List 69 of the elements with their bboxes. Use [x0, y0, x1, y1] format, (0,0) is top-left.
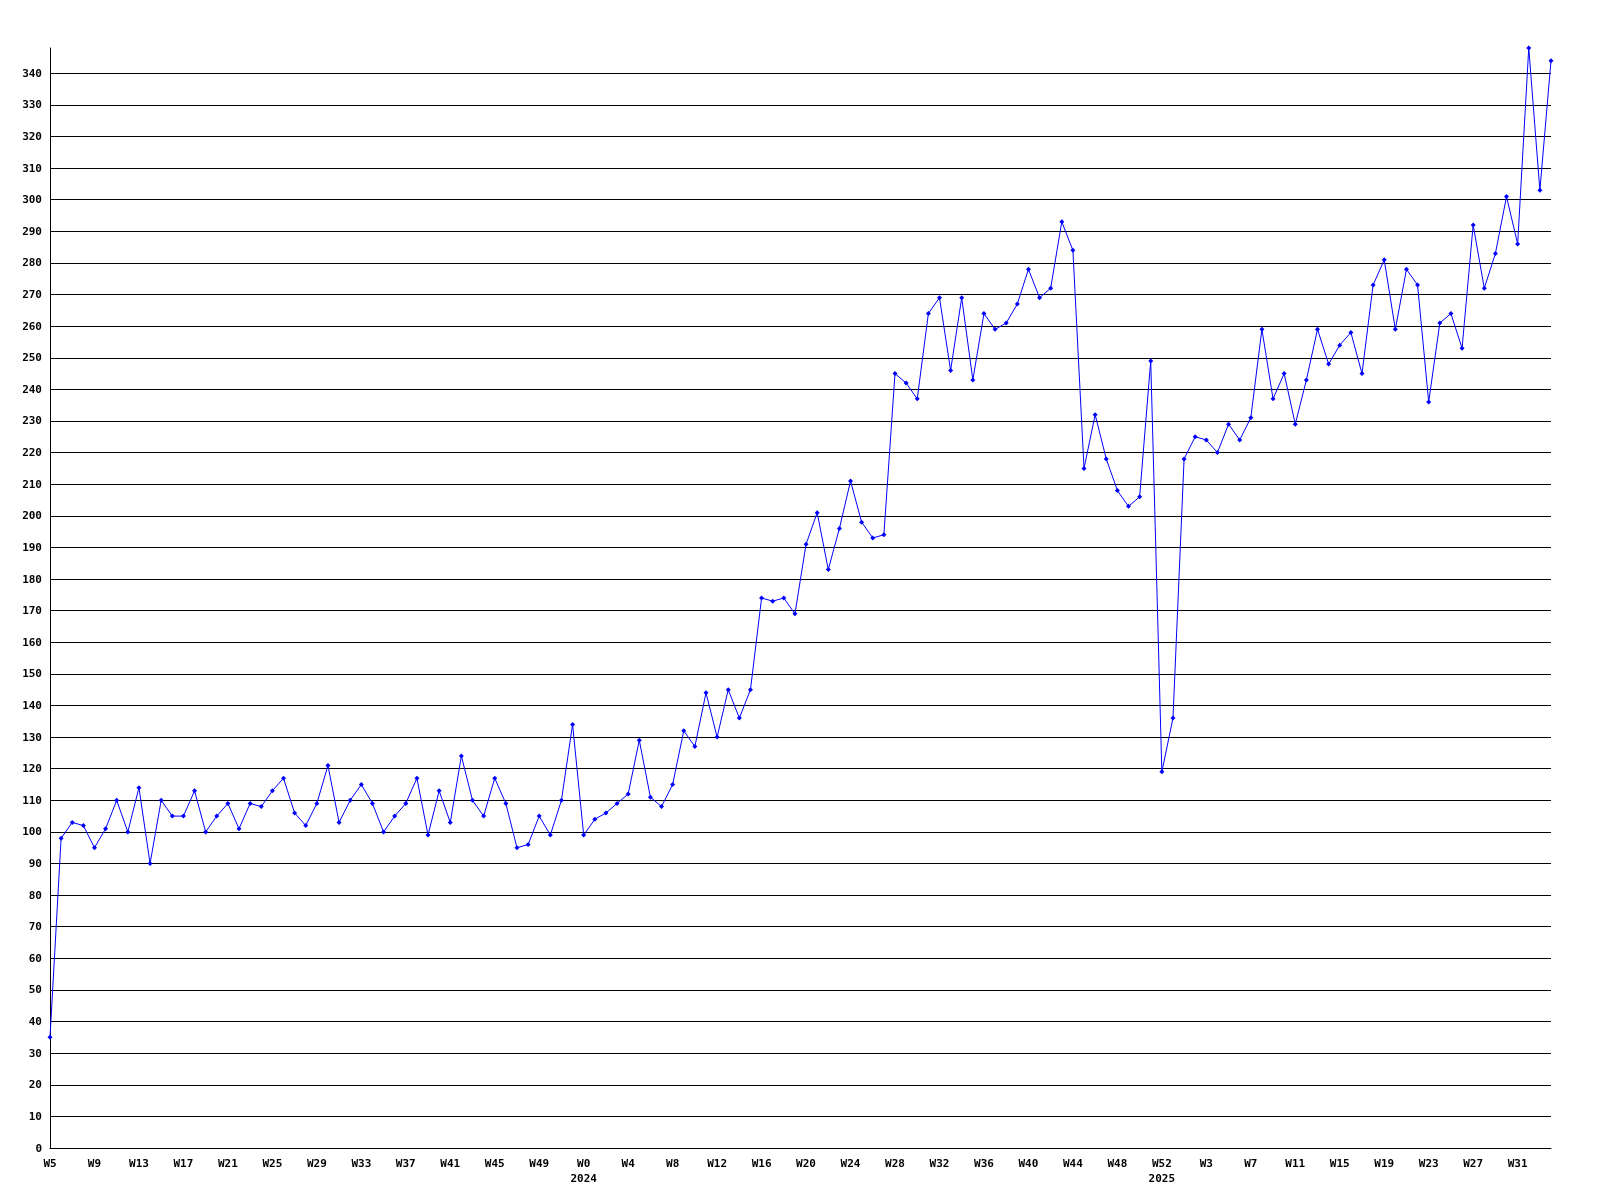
x-tick-label: W4	[621, 1157, 636, 1170]
y-tick-label: 260	[22, 319, 42, 333]
x-tick-label: W27	[1463, 1157, 1484, 1170]
x-tick-label: W3	[1199, 1157, 1213, 1170]
y-tick-label: 30	[28, 1046, 42, 1060]
y-tick-label: 40	[28, 1015, 42, 1029]
y-tick-label: 280	[22, 256, 42, 270]
x-tick-label: W11	[1285, 1157, 1306, 1170]
x-tick-label: W52 2025	[1148, 1157, 1176, 1185]
y-tick-label: 70	[28, 920, 42, 934]
x-tick-label: W29	[306, 1157, 327, 1170]
x-tick-label: W16	[751, 1157, 772, 1170]
y-tick-label: 50	[28, 983, 42, 997]
x-tick-label: W21	[217, 1157, 239, 1170]
y-tick-label: 90	[28, 857, 42, 871]
y-tick-label: 320	[22, 130, 42, 144]
x-tick-label: W45	[484, 1157, 505, 1170]
y-tick-label: 190	[22, 540, 42, 554]
y-tick-label: 340	[22, 66, 42, 80]
x-tick-label: W36	[974, 1157, 995, 1170]
y-tick-label: 300	[22, 193, 42, 207]
x-tick-label: W20	[796, 1157, 816, 1170]
x-tick-label: W5	[43, 1157, 57, 1170]
x-tick-label: W48	[1107, 1157, 1128, 1170]
y-tick-label: 250	[22, 351, 42, 365]
y-tick-label: 220	[22, 446, 42, 460]
y-tick-label: 270	[22, 288, 42, 302]
y-tick-label: 150	[22, 667, 42, 681]
y-tick-label: 180	[22, 572, 42, 586]
x-tick-label: W0 2024	[570, 1157, 598, 1185]
x-tick-label: W25	[262, 1157, 283, 1170]
y-tick-label: 130	[22, 730, 42, 744]
y-tick-label: 200	[22, 509, 42, 523]
y-tick-label: 20	[28, 1078, 42, 1092]
x-tick-label: W41	[440, 1157, 461, 1170]
y-tick-label: 310	[22, 161, 42, 175]
x-tick-label: W15	[1329, 1157, 1350, 1170]
y-tick-label: 120	[22, 762, 42, 776]
y-tick-label: 160	[22, 635, 42, 649]
x-tick-label: W37	[395, 1157, 416, 1170]
x-tick-label: W23	[1418, 1157, 1439, 1170]
x-tick-label: W8	[666, 1157, 680, 1170]
x-tick-label: W31	[1507, 1157, 1528, 1170]
y-tick-label: 290	[22, 224, 42, 238]
y-tick-label: 80	[28, 888, 42, 902]
y-tick-label: 0	[35, 1141, 42, 1155]
y-tick-label: 140	[22, 698, 42, 712]
y-tick-label: 170	[22, 604, 42, 618]
x-tick-label: W44	[1062, 1157, 1084, 1170]
x-tick-label: W28	[885, 1157, 905, 1170]
x-tick-label: W33	[351, 1157, 372, 1170]
y-tick-label: 10	[28, 1109, 42, 1123]
x-tick-label: W17	[173, 1157, 194, 1170]
x-tick-label: W24	[840, 1157, 861, 1170]
x-tick-label: W40	[1018, 1157, 1039, 1170]
y-tick-label: 330	[22, 98, 42, 112]
x-tick-label: W19	[1374, 1157, 1395, 1170]
y-tick-label: 100	[22, 825, 42, 839]
x-tick-label: W13	[129, 1157, 149, 1170]
y-tick-label: 60	[28, 951, 42, 965]
x-tick-label: W9	[87, 1157, 102, 1170]
x-tick-label: W32	[929, 1157, 950, 1170]
x-tick-label: W12	[707, 1157, 728, 1170]
y-tick-label: 230	[22, 414, 42, 428]
y-tick-label: 240	[22, 382, 42, 396]
x-tick-label: W7	[1244, 1157, 1258, 1170]
x-tick-label: W49	[529, 1157, 550, 1170]
y-tick-label: 110	[22, 793, 42, 807]
y-tick-label: 210	[22, 477, 42, 491]
